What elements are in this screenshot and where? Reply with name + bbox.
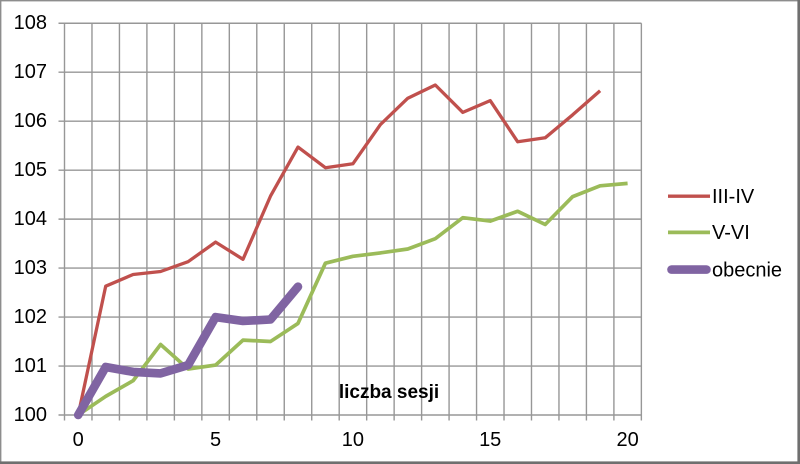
svg-text:15: 15 [479, 429, 501, 451]
svg-text:III-IV: III-IV [712, 186, 755, 208]
svg-text:liczba sesji: liczba sesji [339, 382, 439, 403]
svg-text:V-VI: V-VI [712, 222, 750, 244]
svg-text:obecnie: obecnie [712, 259, 782, 281]
svg-text:0: 0 [73, 429, 84, 451]
svg-text:108: 108 [14, 12, 47, 34]
svg-text:5: 5 [210, 429, 221, 451]
svg-text:104: 104 [14, 208, 47, 230]
svg-text:105: 105 [14, 159, 47, 181]
svg-text:107: 107 [14, 61, 47, 83]
svg-text:10: 10 [342, 429, 364, 451]
svg-text:102: 102 [14, 306, 47, 328]
svg-text:100: 100 [14, 404, 47, 426]
svg-text:106: 106 [14, 110, 47, 132]
svg-text:101: 101 [14, 355, 47, 377]
svg-text:103: 103 [14, 257, 47, 279]
svg-text:20: 20 [616, 429, 638, 451]
